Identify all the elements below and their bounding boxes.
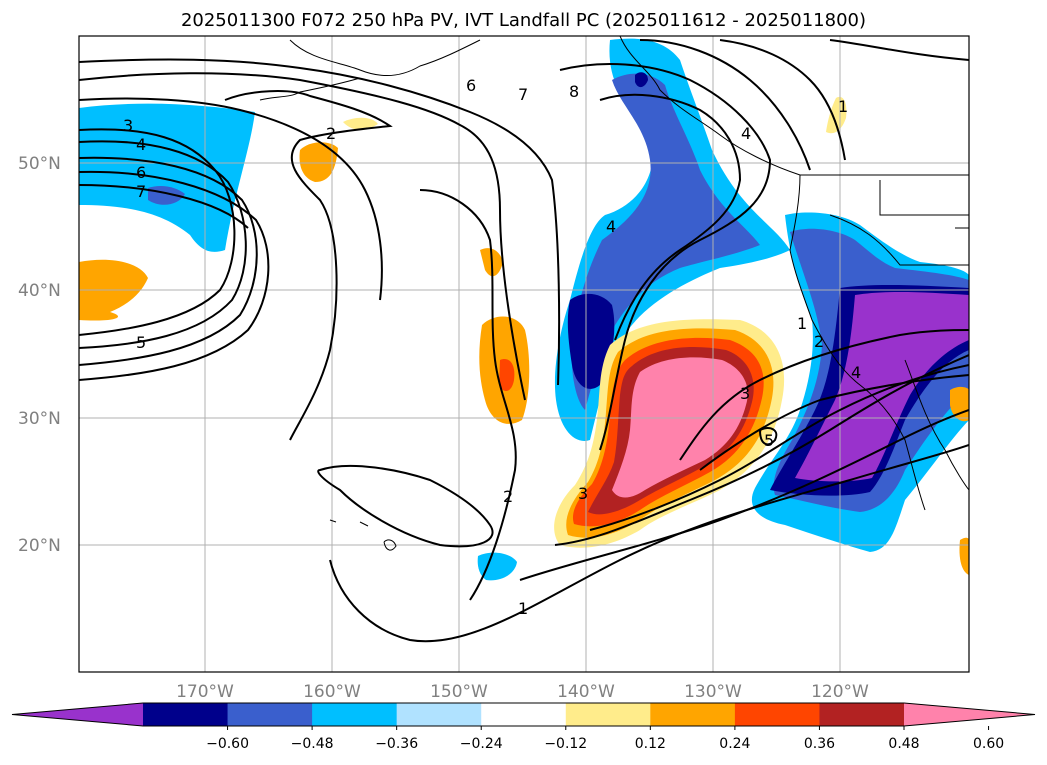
lat-label: 40°N <box>18 281 61 301</box>
colorbar-segment <box>734 703 820 726</box>
lat-label: 50°N <box>18 154 61 174</box>
colorbar-tick-label: −0.48 <box>291 736 334 752</box>
contour-label: 2 <box>814 332 824 351</box>
colorbar-segment <box>143 703 229 726</box>
pc-shading <box>79 38 969 581</box>
colorbar-tick-label: 0.48 <box>888 736 919 752</box>
map-frame <box>78 35 970 673</box>
contour-label: 4 <box>136 135 146 154</box>
contour-labels: 3 4 6 7 5 2 6 7 8 4 2 1 1 2 3 4 5 3 4 1 <box>123 76 861 618</box>
colorbar-extend-min <box>12 703 143 726</box>
latitude-labels: 50°N 40°N 30°N 20°N <box>18 154 61 556</box>
contour-label: 3 <box>740 384 750 403</box>
colorbar-tick-label: 0.12 <box>635 736 666 752</box>
contour-label: 7 <box>518 85 528 104</box>
lat-label: 30°N <box>18 409 61 429</box>
colorbar-tick-label: −0.24 <box>460 736 503 752</box>
colorbar: −0.60 −0.48 −0.36 −0.24 −0.12 0.12 0.24 0.36 0.4… <box>11 702 1036 752</box>
colorbar-segment <box>650 703 736 726</box>
colorbar-segment <box>819 703 905 726</box>
pv-contours <box>79 39 969 643</box>
contour-label: 7 <box>136 182 146 201</box>
colorbar-segment <box>481 703 567 726</box>
map-title: 2025011300 F072 250 hPa PV, IVT Landfall… <box>180 10 867 31</box>
contour-label: 2 <box>503 487 513 506</box>
colorbar-tick-label: 0.24 <box>719 736 750 752</box>
colorbar-segment <box>396 703 482 726</box>
contour-label: 4 <box>606 217 616 236</box>
colorbar-tick-label: 0.60 <box>973 736 1004 752</box>
colorbar-outline <box>11 702 1036 727</box>
contour-label: 4 <box>741 124 751 143</box>
contour-label: 2 <box>326 124 336 143</box>
lon-label: 120°W <box>811 682 869 702</box>
lon-label: 170°W <box>176 682 234 702</box>
colorbar-tick-label: −0.36 <box>375 736 418 752</box>
negative-anomaly-west <box>79 103 255 252</box>
colorbar-segment <box>565 703 651 726</box>
contour-label: 5 <box>136 333 146 352</box>
contour-label: 6 <box>466 76 476 95</box>
longitude-labels: 170°W 160°W 150°W 140°W 130°W 120°W <box>176 682 869 702</box>
contour-label: 1 <box>838 97 848 116</box>
contour-label: 4 <box>851 363 861 382</box>
contour-label: 8 <box>569 82 579 101</box>
contour-label: 3 <box>123 116 133 135</box>
lon-label: 130°W <box>684 682 742 702</box>
contour-label: 1 <box>797 314 807 333</box>
lat-label: 20°N <box>18 536 61 556</box>
lon-label: 150°W <box>430 682 488 702</box>
lon-label: 160°W <box>303 682 361 702</box>
colorbar-segment <box>312 703 398 726</box>
colorbar-extend-max <box>904 703 1035 726</box>
colorbar-tick-label: −0.60 <box>206 736 249 752</box>
colorbar-segment <box>227 703 313 726</box>
contour-label: 3 <box>578 484 588 503</box>
contour-label: 5 <box>764 431 774 450</box>
contour-label: 6 <box>136 163 146 182</box>
lon-label: 140°W <box>557 682 615 702</box>
colorbar-tick-label: −0.12 <box>544 736 587 752</box>
contour-label: 1 <box>518 599 528 618</box>
colorbar-tick-label: 0.36 <box>804 736 835 752</box>
